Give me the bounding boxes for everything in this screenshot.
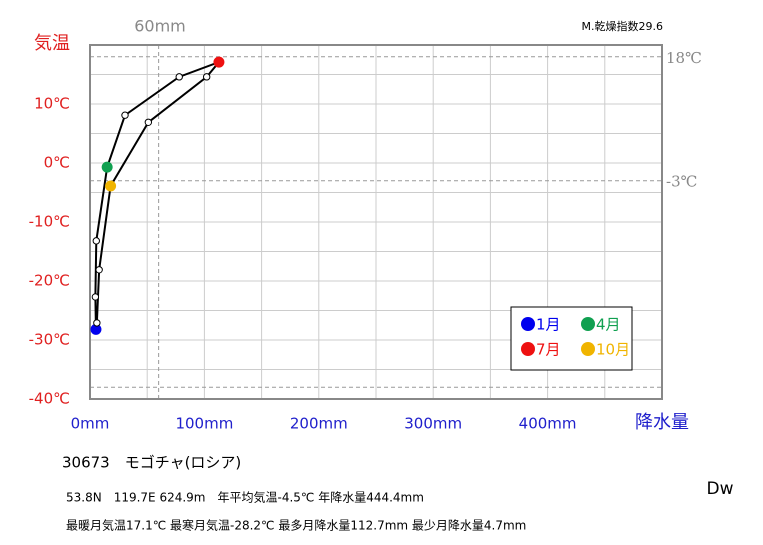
reference-label: -3℃ — [666, 173, 697, 191]
y-tick-label: -10℃ — [29, 213, 70, 231]
month-point — [92, 237, 100, 245]
info-line: 53.8N 119.7E 624.9m 年平均気温-4.5℃ 年降水量444.4… — [66, 490, 424, 505]
legend-label: 4月 — [596, 316, 621, 334]
x-label: 降水量 — [635, 412, 689, 433]
y-tick-label: 0℃ — [44, 154, 70, 172]
x-tick-label: 300mm — [404, 415, 462, 433]
vline-note: 60mm — [134, 17, 186, 36]
climate-type: Dw — [707, 479, 734, 499]
month-point — [175, 73, 183, 81]
plot-frame — [89, 44, 663, 400]
legend-marker — [521, 342, 535, 356]
month-point — [144, 118, 153, 126]
y-tick-label: -20℃ — [29, 272, 70, 290]
month-point — [202, 73, 211, 81]
month-point — [121, 111, 129, 119]
y-tick-label: 10℃ — [34, 95, 70, 113]
legend-box — [510, 306, 633, 371]
month-point — [213, 56, 225, 68]
month-point — [105, 180, 117, 192]
x-tick-label: 100mm — [175, 415, 233, 433]
x-tick-label: 200mm — [290, 415, 348, 433]
x-tick-label: 0mm — [71, 415, 110, 433]
dryness-index: M.乾燥指数29.6 — [582, 19, 663, 33]
month-point — [93, 319, 101, 327]
legend-label: 10月 — [596, 341, 630, 359]
station: 30673 モゴチャ(ロシア) — [62, 454, 241, 472]
month-point — [91, 293, 100, 301]
reference-label: 18℃ — [666, 49, 702, 67]
y-label: 気温 — [34, 33, 70, 54]
legend-label: 1月 — [536, 316, 561, 334]
legend-label: 7月 — [536, 341, 561, 359]
climate-line — [94, 59, 223, 330]
info-line: 最暖月気温17.1℃ 最寒月気温-28.2℃ 最多月降水量112.7mm 最少月… — [66, 518, 526, 533]
y-tick-label: -30℃ — [29, 331, 70, 349]
y-tick-label: -40℃ — [29, 390, 70, 408]
month-point — [95, 266, 103, 274]
month-point — [101, 161, 113, 173]
x-tick-label: 400mm — [519, 415, 577, 433]
legend-marker — [581, 342, 595, 356]
legend-marker — [521, 317, 535, 331]
legend-marker — [581, 317, 595, 331]
